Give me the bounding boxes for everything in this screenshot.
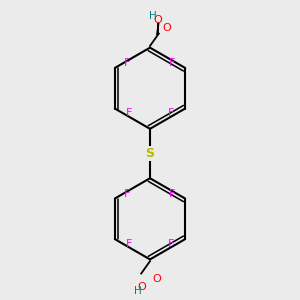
Text: O: O: [153, 274, 161, 284]
Text: O: O: [138, 282, 147, 292]
Text: F: F: [168, 239, 174, 249]
Text: F: F: [124, 58, 131, 68]
Text: F: F: [126, 239, 132, 249]
Text: F: F: [168, 108, 174, 118]
Text: O: O: [153, 15, 162, 25]
Text: H: H: [149, 11, 157, 21]
Text: F: F: [126, 108, 132, 118]
Text: F: F: [169, 58, 176, 68]
Text: O: O: [162, 23, 171, 33]
Text: F: F: [169, 189, 176, 199]
Text: F: F: [124, 189, 131, 199]
Text: H: H: [134, 286, 142, 296]
Text: S: S: [146, 147, 154, 160]
